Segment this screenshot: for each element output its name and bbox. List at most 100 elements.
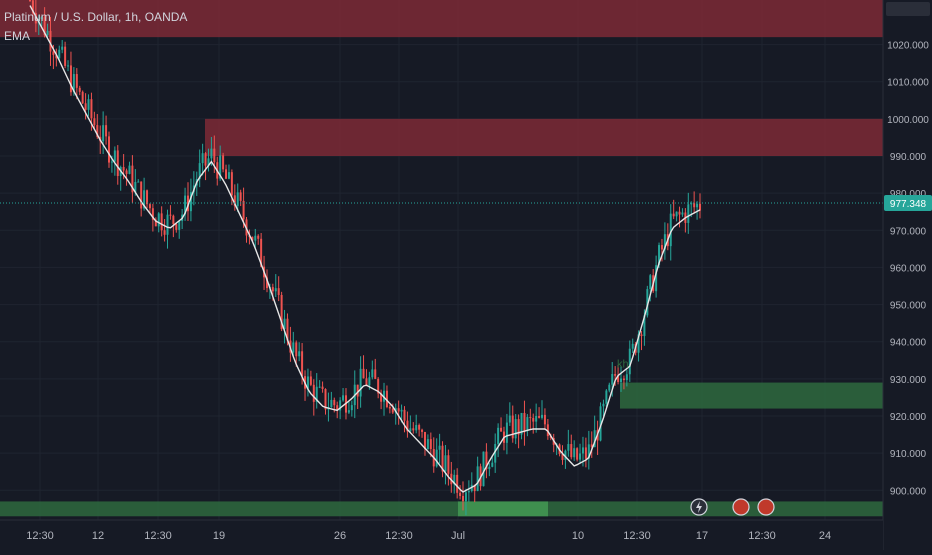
candle-body [605, 390, 608, 404]
candle-body [87, 99, 90, 110]
candle-body [29, 0, 31, 1]
candle-body [517, 419, 520, 435]
candle-body [523, 412, 526, 432]
candle-body [690, 203, 693, 205]
supply-zone [0, 0, 883, 38]
annotation-text: kh [617, 359, 629, 371]
time-tick-label: 17 [696, 530, 708, 542]
candle-body [581, 447, 584, 454]
candle-body [538, 415, 541, 418]
candle-body [655, 265, 658, 292]
candle-body [110, 161, 113, 163]
candle-body [620, 378, 623, 382]
candle-body [40, 17, 43, 19]
candle-body [418, 425, 421, 430]
candle-body [462, 495, 465, 502]
candle-body [347, 410, 350, 413]
last-price-badge [884, 194, 932, 211]
ema-line [29, 5, 701, 493]
candle-body [508, 415, 511, 423]
price-tick-label: 930.000 [890, 375, 927, 386]
candle-body [365, 378, 368, 386]
price-tick-label: 940.000 [890, 338, 927, 349]
price-tick-label: 920.000 [890, 412, 927, 423]
candle-body [485, 451, 488, 470]
candle-body [163, 230, 166, 235]
candle-body [500, 427, 503, 432]
symbol-title[interactable]: Platinum / U.S. Dollar, 1h, OANDA [4, 10, 188, 24]
candle-body [435, 449, 438, 467]
candle-body [444, 455, 447, 472]
candle-body [286, 318, 289, 341]
candle-body [494, 443, 497, 463]
candle-body [579, 453, 582, 460]
candle-body [631, 343, 634, 349]
candle-body [649, 275, 652, 290]
candle-body [236, 192, 239, 207]
candle-body [388, 406, 391, 409]
flag-event-icon[interactable] [757, 498, 775, 516]
candle-body [49, 30, 52, 52]
candle-body [602, 403, 605, 407]
indicator-label[interactable]: EMA [4, 29, 31, 43]
candle-body [476, 466, 479, 492]
price-tick-label: 970.000 [890, 226, 927, 237]
candle-body [546, 424, 549, 437]
candle-body [456, 474, 459, 493]
candle-body [447, 455, 450, 474]
candle-body [535, 415, 538, 422]
candle-body [157, 213, 160, 227]
price-tick-label: 1010.000 [887, 78, 929, 89]
candle-body [75, 74, 78, 88]
candle-body [617, 375, 620, 382]
candle-body [529, 417, 532, 419]
candle-body [207, 158, 210, 166]
candle-body [383, 390, 386, 402]
candle-body [140, 181, 143, 209]
time-tick-label: 24 [819, 530, 831, 542]
candle-body [312, 384, 315, 402]
price-tick-label: 1020.000 [887, 41, 929, 52]
candle-body [280, 294, 283, 330]
candle-body [637, 334, 640, 353]
candle-body [356, 384, 359, 397]
candle-body [385, 390, 388, 407]
candle-body [265, 277, 268, 289]
candle-body [222, 155, 225, 170]
candle-body [678, 211, 681, 215]
candle-body [227, 172, 230, 179]
candle-body [593, 430, 596, 448]
lightning-glyph [696, 501, 702, 513]
candle-body [61, 46, 64, 50]
flag-event-icon[interactable] [732, 498, 750, 516]
candle-body [646, 289, 649, 316]
candle-body [315, 386, 318, 402]
candle-body [160, 213, 163, 231]
candle-body [43, 17, 46, 36]
candle-body [625, 374, 628, 381]
time-tick-label: 12 [92, 530, 104, 542]
candle-body [391, 408, 394, 413]
candle-body [511, 415, 514, 439]
candle-body [669, 213, 672, 247]
candle-body [576, 448, 579, 460]
candle-body [128, 165, 131, 174]
candle-body [590, 444, 593, 448]
price-axis-top-box [886, 2, 930, 16]
price-tick-label: 980.000 [890, 189, 927, 200]
candle-body [699, 203, 701, 211]
candle-body [397, 408, 400, 412]
supply-zone [205, 118, 883, 156]
candle-body [292, 342, 295, 353]
candle-body [491, 462, 494, 467]
candle-body [52, 51, 55, 55]
candle-body [169, 214, 172, 216]
candle-body [371, 369, 374, 378]
candle-body [330, 399, 333, 408]
demand-zone [620, 382, 883, 409]
candle-body [204, 153, 207, 166]
candle-body [380, 393, 383, 402]
candle-body [166, 214, 169, 235]
